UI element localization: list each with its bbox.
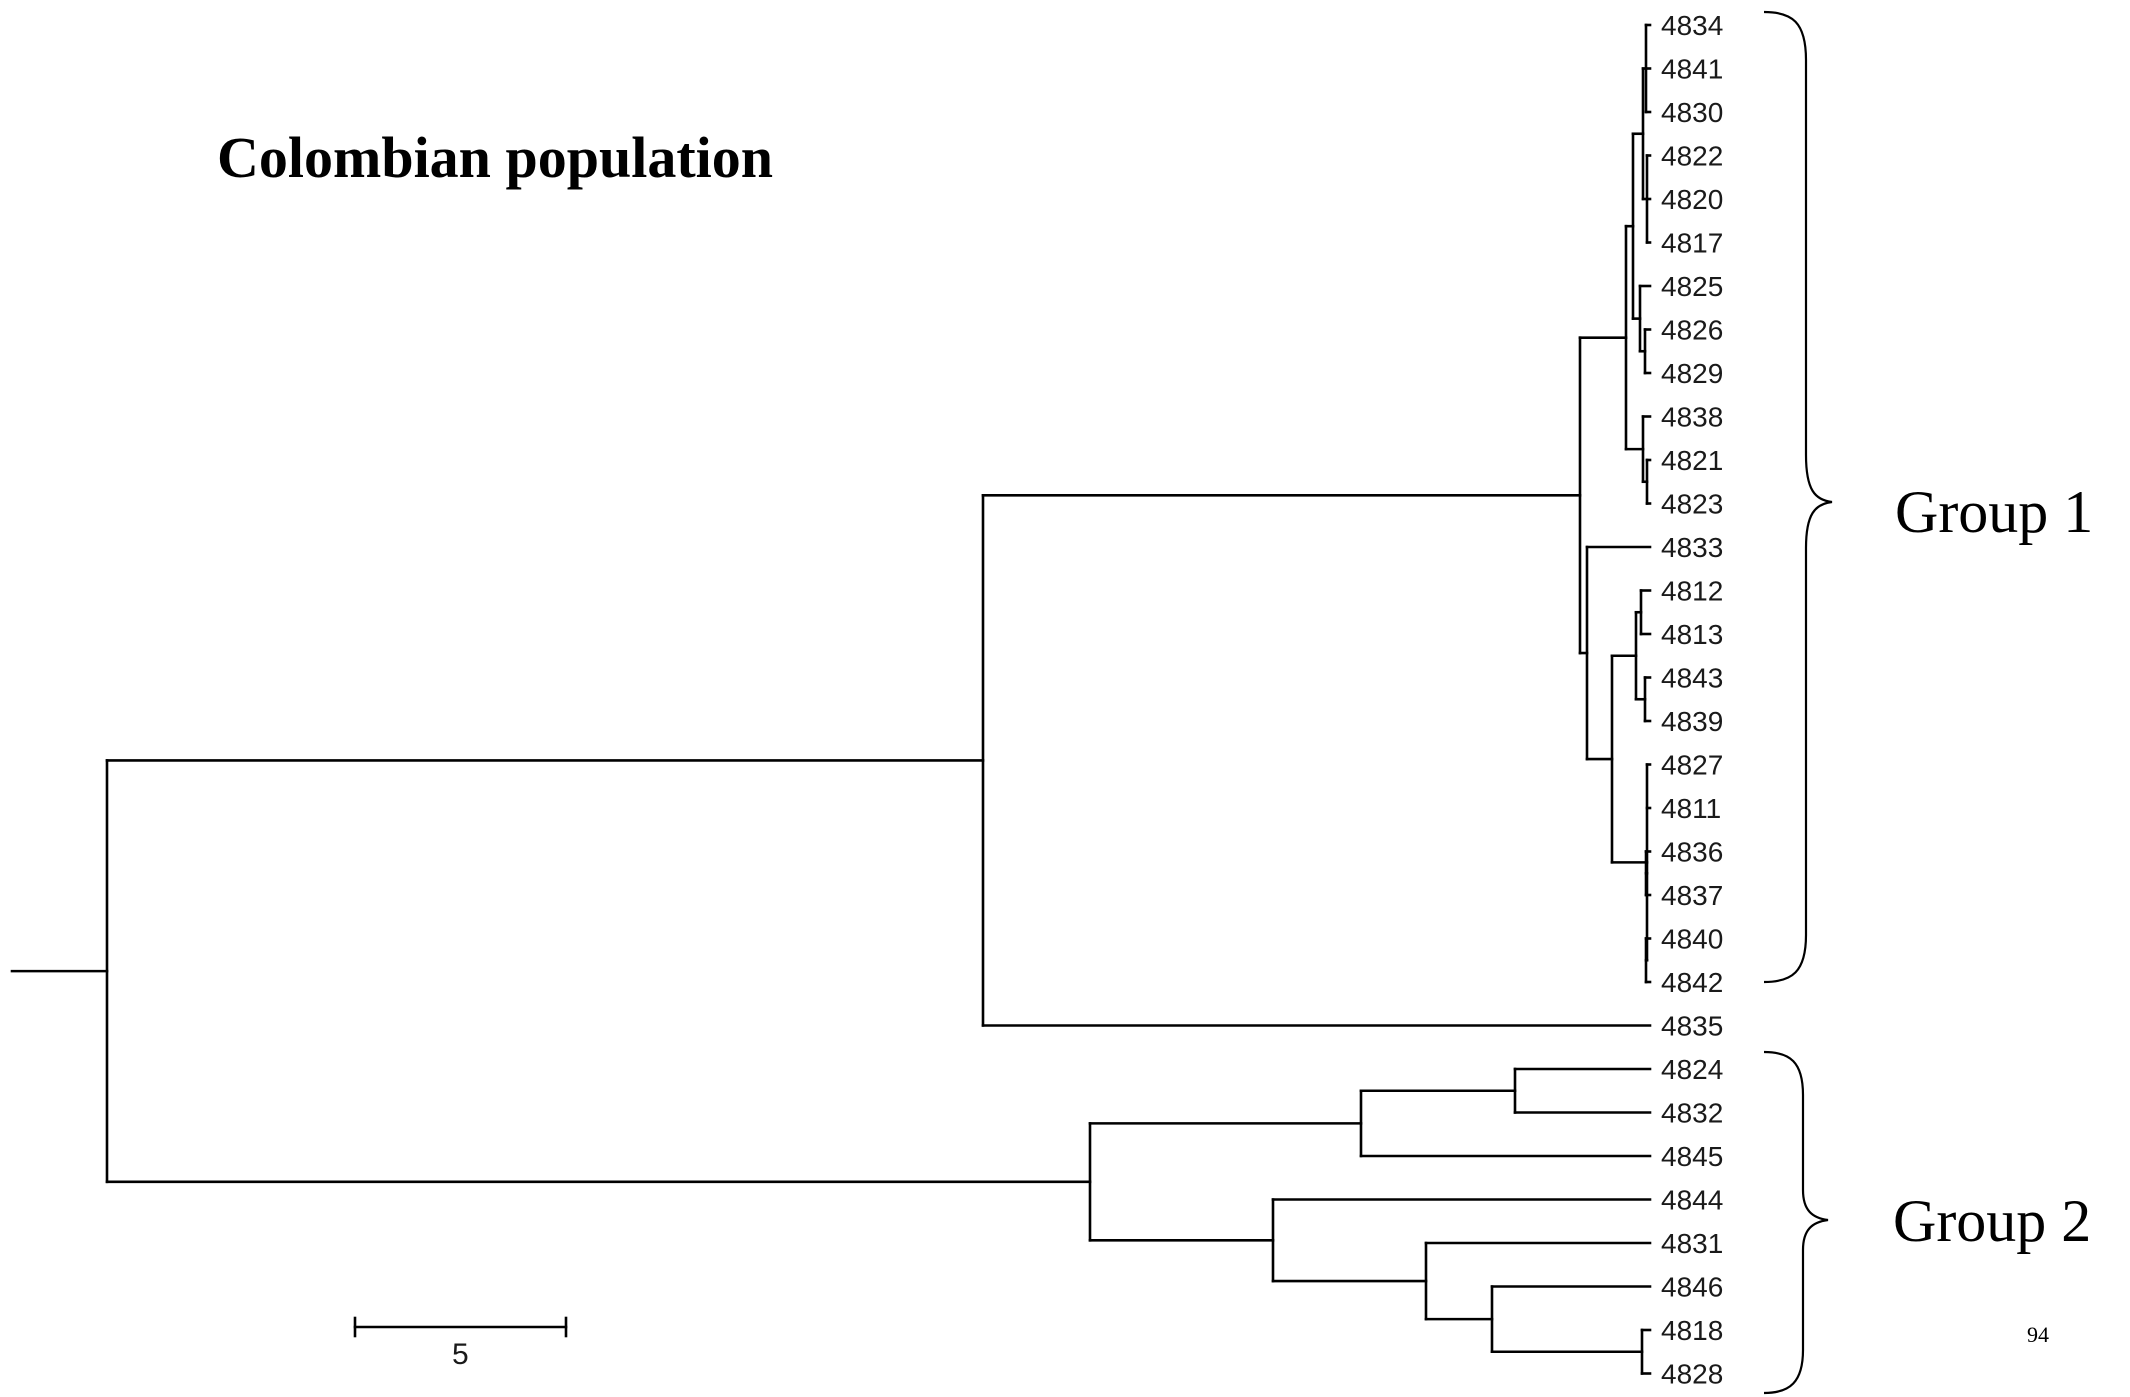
leaf-label-4829: 4829 [1661, 358, 1723, 389]
leaf-label-4846: 4846 [1661, 1272, 1723, 1303]
leaf-label-4838: 4838 [1661, 402, 1723, 433]
leaf-label-4824: 4824 [1661, 1054, 1723, 1085]
scale-bar: 5 [353, 1316, 568, 1371]
figure-title: Colombian population [217, 125, 773, 190]
leaf-label-4828: 4828 [1661, 1359, 1723, 1390]
leaf-label-4837: 4837 [1661, 880, 1723, 911]
leaf-label-4817: 4817 [1661, 228, 1723, 259]
page-number: 94 [2027, 1322, 2049, 1347]
leaf-label-4826: 4826 [1661, 315, 1723, 346]
group2-brace [1763, 1050, 1829, 1395]
leaf-label-4821: 4821 [1661, 445, 1723, 476]
leaf-label-4830: 4830 [1661, 97, 1723, 128]
leaf-label-4818: 4818 [1661, 1315, 1723, 1346]
leaf-label-4820: 4820 [1661, 184, 1723, 215]
leaf-label-4833: 4833 [1661, 532, 1723, 563]
leaf-label-4835: 4835 [1661, 1011, 1723, 1042]
leaf-label-4811: 4811 [1661, 793, 1721, 824]
tree-branches [10, 23, 1652, 1375]
leaf-label-4844: 4844 [1661, 1185, 1723, 1216]
leaf-labels: 4834 4841 4830 4822 4820 4817 4825 4826 4829 4838… [1661, 10, 1723, 1390]
group2-label: Group 2 [1893, 1188, 2091, 1254]
group1-brace [1763, 10, 1833, 984]
leaf-label-4827: 4827 [1661, 750, 1723, 781]
leaf-label-4845: 4845 [1661, 1141, 1723, 1172]
leaf-label-4822: 4822 [1661, 141, 1723, 172]
leaf-label-4836: 4836 [1661, 837, 1723, 868]
leaf-label-4839: 4839 [1661, 706, 1723, 737]
leaf-label-4842: 4842 [1661, 967, 1723, 998]
leaf-label-4841: 4841 [1661, 54, 1723, 85]
leaf-label-4840: 4840 [1661, 924, 1723, 955]
group1-label: Group 1 [1895, 479, 2093, 545]
leaf-label-4843: 4843 [1661, 663, 1723, 694]
leaf-label-4813: 4813 [1661, 619, 1723, 650]
leaf-label-4834: 4834 [1661, 10, 1723, 41]
leaf-label-4812: 4812 [1661, 576, 1723, 607]
leaf-label-4823: 4823 [1661, 489, 1723, 520]
leaf-label-4832: 4832 [1661, 1098, 1723, 1129]
leaf-label-4831: 4831 [1661, 1228, 1723, 1259]
leaf-label-4825: 4825 [1661, 271, 1723, 302]
scale-bar-label: 5 [452, 1338, 469, 1371]
